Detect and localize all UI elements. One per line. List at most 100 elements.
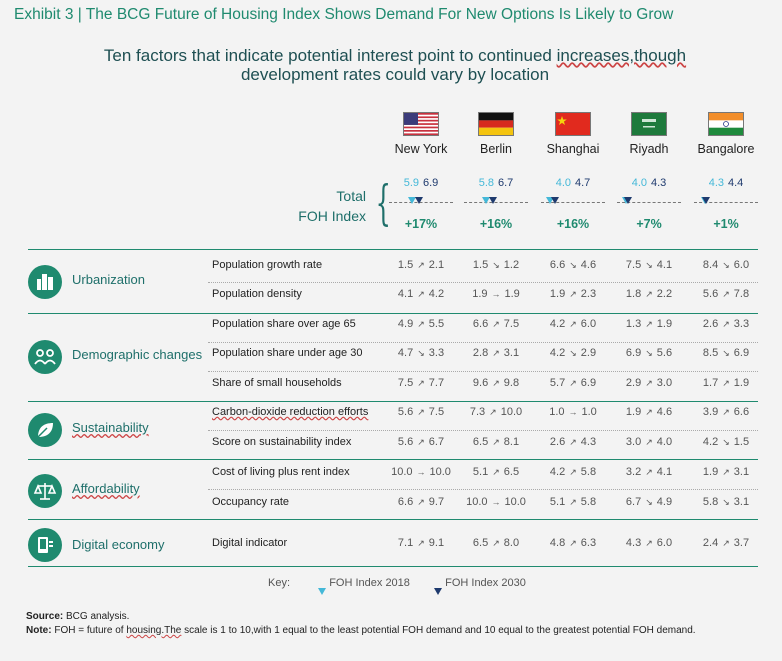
foh-2030-marker bbox=[414, 197, 423, 204]
brace-icon: { bbox=[375, 175, 391, 231]
factor-value-cell: 9.6 ↗ 9.8 bbox=[461, 377, 531, 389]
value-2030: 8.1 bbox=[503, 436, 520, 448]
legend-title: Key: bbox=[268, 577, 291, 589]
value-2018: 6.6 bbox=[549, 259, 566, 271]
factor-label: Carbon-dioxide reduction efforts bbox=[212, 406, 369, 418]
trend-arrow-icon: ↗ bbox=[569, 496, 577, 507]
value-2030: 6.6 bbox=[733, 406, 750, 418]
city-riyadh: Riyadh bbox=[609, 112, 689, 156]
factor-value-cell: 6.6 ↗ 9.7 bbox=[386, 496, 456, 508]
trend-arrow-icon: ↗ bbox=[645, 318, 653, 329]
value-2018: 5.6 bbox=[397, 406, 414, 418]
factor-value-cell: 6.5 ↗ 8.1 bbox=[461, 436, 531, 448]
city-icon bbox=[28, 265, 62, 299]
trend-arrow-icon: ↗ bbox=[569, 377, 577, 388]
trend-arrow-icon: ↘ bbox=[645, 259, 653, 270]
foh-2030-value: 6.7 bbox=[498, 177, 514, 189]
city-name: Shanghai bbox=[546, 142, 600, 156]
trend-arrow-icon: ↗ bbox=[645, 288, 653, 299]
value-2018: 4.9 bbox=[397, 318, 414, 330]
value-2018: 1.5 bbox=[397, 259, 414, 271]
trend-arrow-icon: ↗ bbox=[417, 377, 425, 388]
trend-arrow-icon: ↗ bbox=[569, 318, 577, 329]
trend-arrow-icon: ↗ bbox=[492, 436, 500, 447]
divider bbox=[28, 313, 758, 314]
trend-arrow-icon: ↗ bbox=[569, 436, 577, 447]
foh-2030-value: 4.7 bbox=[575, 177, 591, 189]
value-2018: 2.9 bbox=[625, 377, 642, 389]
city-shanghai: Shanghai bbox=[533, 112, 613, 156]
trend-arrow-icon: ↘ bbox=[722, 496, 730, 507]
germany-flag-icon bbox=[478, 112, 514, 136]
value-2030: 5.6 bbox=[656, 347, 673, 359]
value-2030: 3.3 bbox=[733, 318, 750, 330]
value-2030: 1.9 bbox=[733, 377, 750, 389]
value-2030: 4.1 bbox=[656, 259, 673, 271]
foh-index-values: 4.0 4.3 bbox=[609, 177, 689, 189]
legend-2030: FOH Index 2030 bbox=[445, 577, 526, 589]
factor-value-cell: 6.6 ↗ 7.5 bbox=[461, 318, 531, 330]
trend-arrow-icon: ↗ bbox=[492, 466, 500, 477]
foh-2018-value: 4.0 bbox=[555, 177, 571, 189]
trend-arrow-icon: ↘ bbox=[569, 347, 577, 358]
factor-value-cell: 1.5 ↗ 2.1 bbox=[386, 259, 456, 271]
foh-2018-value: 4.3 bbox=[708, 177, 724, 189]
factor-value-cell: 3.9 ↗ 6.6 bbox=[691, 406, 761, 418]
total-foh-label: Total FOH Index bbox=[298, 188, 366, 224]
value-2030: 1.5 bbox=[733, 436, 750, 448]
value-2030: 1.9 bbox=[504, 288, 520, 300]
factor-value-cell: 7.5 ↘ 4.1 bbox=[614, 259, 684, 271]
category-sustainability: Sustainability bbox=[72, 420, 149, 435]
value-2018: 4.2 bbox=[549, 347, 566, 359]
value-2018: 1.0 bbox=[549, 406, 565, 418]
value-2018: 8.4 bbox=[702, 259, 719, 271]
value-2030: 8.0 bbox=[503, 537, 520, 549]
trend-arrow-icon: ↗ bbox=[645, 466, 653, 477]
value-2030: 3.0 bbox=[656, 377, 673, 389]
value-2018: 4.3 bbox=[625, 537, 642, 549]
value-2030: 1.2 bbox=[503, 259, 520, 271]
divider bbox=[28, 401, 758, 402]
factor-value-cell: 1.7 ↗ 1.9 bbox=[691, 377, 761, 389]
trend-arrow-icon: ↗ bbox=[569, 537, 577, 548]
value-2018: 2.8 bbox=[472, 347, 489, 359]
factor-value-cell: 1.5 ↘ 1.2 bbox=[461, 259, 531, 271]
value-2030: 3.7 bbox=[733, 537, 750, 549]
factor-label: Population share under age 30 bbox=[212, 347, 363, 359]
trend-arrow-icon: ↗ bbox=[569, 466, 577, 477]
trend-arrow-icon: ↗ bbox=[645, 377, 653, 388]
value-2018: 4.2 bbox=[549, 318, 566, 330]
factor-value-cell: 4.3 ↗ 6.0 bbox=[614, 537, 684, 549]
trend-arrow-icon: ↗ bbox=[492, 537, 500, 548]
category-demographic-changes: Demographic changes bbox=[72, 347, 203, 362]
foh-2030-value: 4.3 bbox=[651, 177, 667, 189]
city-name: Berlin bbox=[480, 142, 512, 156]
value-2030: 6.7 bbox=[428, 436, 445, 448]
value-2018: 1.7 bbox=[702, 377, 719, 389]
trend-arrow-icon: ↗ bbox=[489, 406, 497, 417]
factor-value-cell: 5.6 ↗ 7.8 bbox=[691, 288, 761, 300]
foh-2030-marker bbox=[488, 197, 497, 204]
category-digital-economy: Digital economy bbox=[72, 537, 165, 552]
factor-value-cell: 8.5 ↘ 6.9 bbox=[691, 347, 761, 359]
factor-value-cell: 5.1 ↗ 5.8 bbox=[538, 496, 608, 508]
value-2018: 6.9 bbox=[625, 347, 642, 359]
value-2018: 4.1 bbox=[397, 288, 414, 300]
trend-arrow-icon: ↗ bbox=[417, 259, 425, 270]
foh-index-values: 4.0 4.7 bbox=[533, 177, 613, 189]
foh-2030-value: 6.9 bbox=[423, 177, 439, 189]
factor-value-cell: 6.9 ↘ 5.6 bbox=[614, 347, 684, 359]
factor-value-cell: 5.6 ↗ 7.5 bbox=[386, 406, 456, 418]
value-2030: 3.1 bbox=[733, 466, 750, 478]
foh-2018-marker bbox=[482, 197, 491, 204]
foh-index-values: 5.9 6.9 bbox=[381, 177, 461, 189]
trend-arrow-icon: ↗ bbox=[722, 288, 730, 299]
value-2018: 6.6 bbox=[472, 318, 489, 330]
row-divider bbox=[208, 282, 758, 283]
foh-index-slider bbox=[464, 197, 528, 207]
factor-value-cell: 2.6 ↗ 4.3 bbox=[538, 436, 608, 448]
factor-label: Score on sustainability index bbox=[212, 436, 352, 448]
factor-value-cell: 4.7 ↘ 3.3 bbox=[386, 347, 456, 359]
value-2030: 7.7 bbox=[428, 377, 445, 389]
value-2030: 10.0 bbox=[504, 496, 526, 508]
